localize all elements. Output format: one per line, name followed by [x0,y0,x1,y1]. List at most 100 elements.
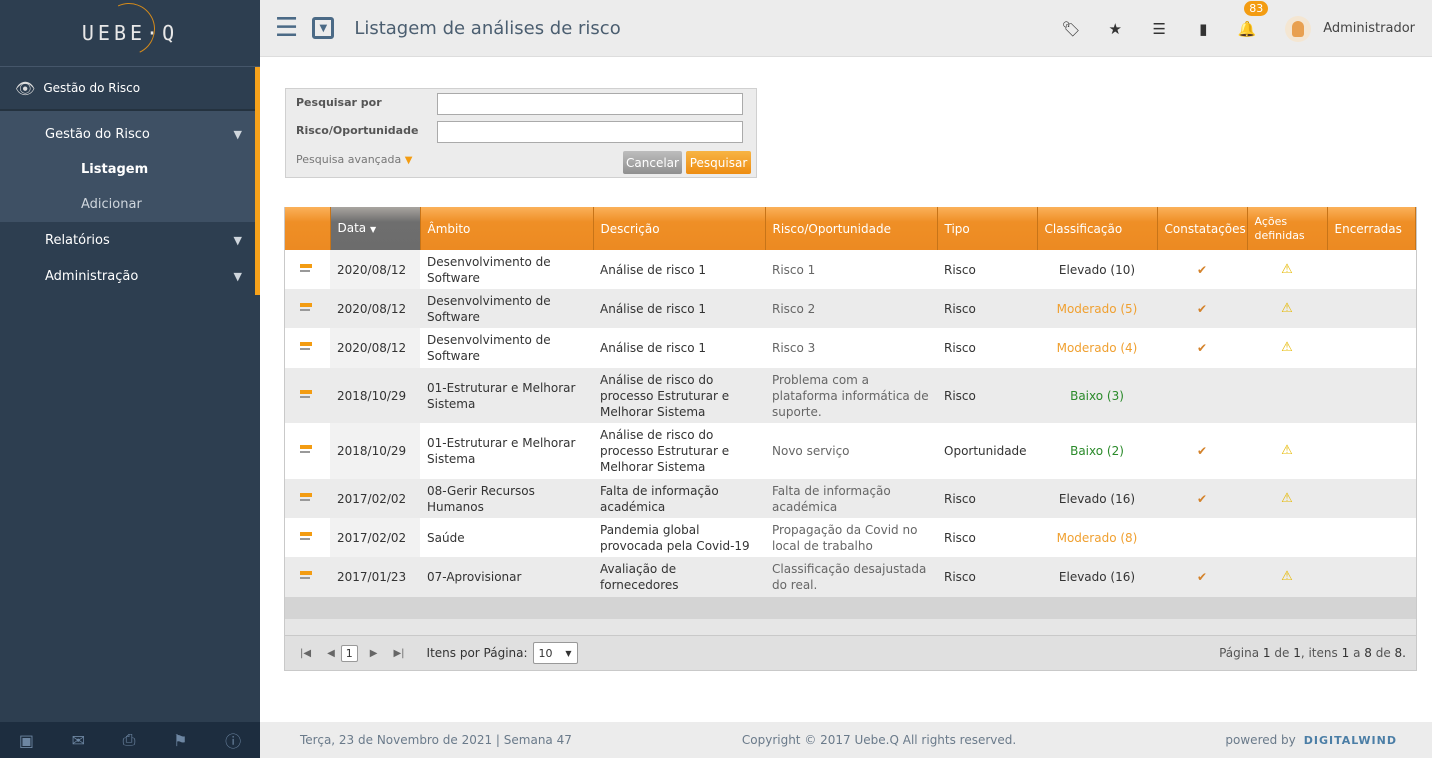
cell-encerradas [1327,479,1416,518]
row-open-icon[interactable] [285,423,330,479]
table-row[interactable]: 2017/01/23 07-Aprovisionar Avaliação de fo… [285,557,1416,597]
search-button[interactable]: Pesquisar [686,151,751,174]
advanced-search-toggle[interactable]: Pesquisa avançada ▼ [296,153,413,166]
sidebar-item-gestao-risco[interactable]: Gestão do Risco ▼ [45,126,242,142]
row-open-icon[interactable] [285,289,330,328]
cell-risco: Risco 2 [765,289,937,328]
cell-ambito: Desenvolvimento de Software [420,289,593,328]
cell-classificacao: Elevado (16) [1037,479,1157,518]
row-open-icon[interactable] [285,479,330,518]
cell-tipo: Risco [944,341,976,355]
tags-icon[interactable]: 🏷 [1061,19,1081,38]
risk-opportunity-label: Risco/Oportunidade [296,124,419,137]
avatar[interactable] [1285,15,1312,42]
cell-data: 2017/02/02 [330,518,420,557]
cell-tipo: Risco [944,262,976,277]
cell-classificacao: Moderado (4) [1056,341,1138,355]
column-header-acoes[interactable]: Ações definidas [1247,207,1328,250]
menu-icon[interactable]: ☰ [275,13,299,43]
table-row[interactable]: 2020/08/12 Desenvolvimento de Software Aná… [285,250,1416,289]
row-open-icon[interactable] [285,328,330,368]
first-page-icon[interactable]: |◀ [300,647,312,659]
cell-ambito: Desenvolvimento de Software [427,254,551,285]
warning-icon: ⚠ [1247,557,1327,597]
page-number[interactable]: 1 [340,644,358,662]
cell-tipo: Risco [937,368,1037,423]
table-row[interactable]: 2020/08/12 Desenvolvimento de Software Aná… [285,289,1416,328]
last-page-icon[interactable]: ▶| [393,647,405,659]
cell-descricao: Análise de risco 1 [600,262,707,277]
logo[interactable]: UEBE·Q [0,0,260,67]
row-open-icon[interactable] [285,518,330,557]
row-open-icon[interactable] [285,557,330,597]
warning-icon: ⚠ [1281,340,1293,355]
cell-classificacao: Moderado (5) [1037,289,1157,328]
info-icon[interactable]: ⓘ [225,732,242,751]
column-header-ambito[interactable]: Âmbito [420,207,594,250]
column-header-data[interactable]: Data ▼ [330,207,421,250]
dropdown-toggle-icon[interactable]: ▼ [312,17,335,39]
cell-descricao: Análise de risco do processo Estruturar … [593,368,765,423]
sidebar-item-relatorios[interactable]: Relatórios ▼ [45,232,242,248]
sidebar-item-listagem[interactable]: Listagem [81,162,149,177]
caret-down-icon: ▼ [404,155,413,166]
cell-data: 2017/01/23 [330,557,420,597]
search-by-input[interactable] [437,93,743,115]
print-icon[interactable]: ⎙ [122,730,136,749]
sidebar-item-adicionar[interactable]: Adicionar [81,197,142,212]
cell-tipo: Risco [937,557,1037,597]
chevron-down-icon: ▼ [233,127,242,141]
inbox-icon[interactable]: ▣ [18,730,34,750]
active-indicator [255,67,260,295]
footer: Terça, 23 de Novembro de 2021 | Semana 4… [260,722,1432,758]
cell-tipo: Risco [944,530,976,545]
cell-descricao: Análise de risco 1 [600,341,707,355]
cancel-button[interactable]: Cancelar [623,151,682,174]
bell-icon[interactable]: 🔔 83 [1225,0,1269,38]
cell-descricao: Falta de informação académica [593,479,765,518]
column-header-risco[interactable]: Risco/Oportunidade [765,207,938,250]
risk-opportunity-input[interactable] [437,121,743,143]
per-page-select[interactable]: 10 ▼ [532,642,578,664]
cell-descricao: Pandemia global provocada pela Covid-19 [600,522,750,553]
check-icon [1157,368,1247,423]
cell-descricao: Análise de risco 1 [593,289,765,328]
column-header-encerradas[interactable]: Encerradas [1327,207,1416,250]
cell-risco: Risco 3 [772,341,816,355]
column-header-constatacoes[interactable]: Constatações [1157,207,1248,250]
mail-icon[interactable]: ✉ [71,730,86,750]
grid-filler [285,597,1416,619]
digitalwind-logo[interactable]: DIGITALWIND [1303,734,1397,747]
table-row[interactable]: 2020/08/12 Desenvolvimento de Software Aná… [285,328,1416,368]
row-open-icon[interactable] [285,368,330,423]
cell-classificacao: Moderado (8) [1056,530,1138,545]
star-icon[interactable]: ★ [1108,19,1122,38]
sidebar-section-header[interactable]: 👁 Gestão do Risco [0,67,260,111]
prev-page-icon[interactable]: ◀ [327,647,335,659]
cell-descricao: Análise de risco do processo Estruturar … [600,428,730,474]
sidebar-item-administracao[interactable]: Administração ▼ [45,268,242,284]
user-name[interactable]: Administrador [1323,21,1415,36]
column-header-classificacao[interactable]: Classificação [1037,207,1158,250]
bar-chart-icon[interactable]: ▮ [1199,19,1208,38]
row-open-icon[interactable] [285,250,330,289]
table-row[interactable]: 2018/10/29 01-Estruturar e Melhorar Siste… [285,423,1416,479]
chevron-down-icon: ▼ [233,269,242,283]
flag-icon[interactable]: ⚑ [173,730,188,750]
table-row[interactable]: 2017/02/02 08-Gerir Recursos Humanos Falta… [285,479,1416,518]
table-row[interactable]: 2018/10/29 01-Estruturar e Melhorar Siste… [285,368,1416,423]
server-icon[interactable]: ☰ [1152,19,1166,38]
cell-risco: Problema com a plataforma informática de… [765,368,937,423]
next-page-icon[interactable]: ▶ [369,647,378,659]
top-header: ☰ ▼ Listagem de análises de risco 🏷 ★ ☰ … [260,0,1432,57]
column-header-descricao[interactable]: Descrição [593,207,766,250]
check-icon: ✔ [1196,262,1208,277]
table-row[interactable]: 2017/02/02 Saúde Pandemia global provocada… [285,518,1416,557]
cell-risco: Classificação desajustada do real. [765,557,937,597]
column-header-tipo[interactable]: Tipo [937,207,1038,250]
cell-descricao: Avaliação de fornecedores [593,557,765,597]
pager-info: Página 1 de 1, itens 1 a 8 de 8. [1219,646,1406,660]
caret-down-icon: ▼ [565,648,572,658]
cell-tipo: Risco [937,289,1037,328]
page-title: Listagem de análises de risco [354,17,621,39]
